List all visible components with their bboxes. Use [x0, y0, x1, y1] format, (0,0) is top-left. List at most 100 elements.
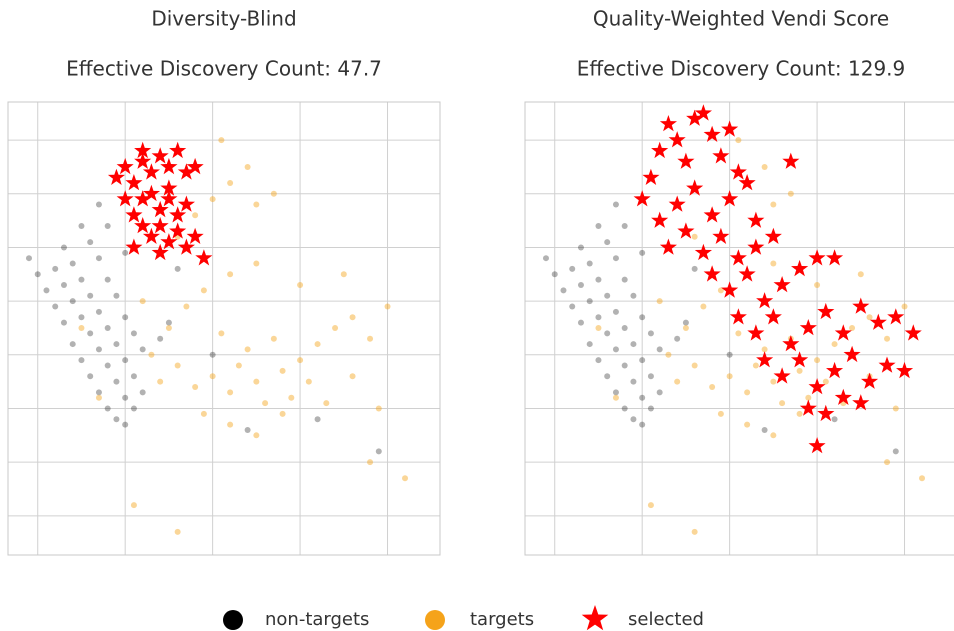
selected-point	[896, 361, 914, 379]
scatter-point	[744, 421, 751, 428]
scatter-point	[656, 346, 663, 353]
scatter-point	[375, 448, 382, 455]
selected-point	[686, 179, 704, 196]
scatter-point	[130, 330, 137, 337]
selected-point	[861, 372, 879, 389]
selected-point	[125, 174, 143, 191]
selected-point	[134, 152, 152, 169]
selected-point	[869, 313, 887, 330]
selected-point	[721, 120, 739, 137]
selected-point	[151, 147, 169, 164]
scatter-point	[122, 394, 129, 401]
scatter-point	[665, 351, 672, 358]
legend-marker	[581, 605, 609, 631]
selected-point	[756, 292, 774, 309]
selected-point	[852, 394, 870, 411]
scatter-point	[595, 324, 602, 331]
selected-point	[834, 388, 852, 405]
scatter-point	[227, 389, 234, 396]
selected-point	[160, 179, 178, 196]
scatter-point	[139, 389, 146, 396]
selected-point	[177, 195, 195, 212]
scatter-point	[122, 314, 129, 321]
selected-point	[677, 152, 695, 169]
scatter-point	[174, 362, 181, 369]
scatter-point	[95, 394, 102, 401]
selected-point	[668, 195, 686, 212]
selected-point	[721, 190, 739, 207]
scatter-point	[892, 405, 899, 412]
scatter-point	[849, 324, 856, 331]
scatter-point	[691, 265, 698, 272]
selected-point	[125, 206, 143, 223]
scatter-point	[262, 400, 269, 407]
selected-point	[773, 367, 791, 384]
scatter-point	[717, 410, 724, 417]
selected-point	[195, 249, 213, 266]
scatter-point	[253, 260, 260, 267]
selected-point	[729, 163, 747, 180]
selected-point	[808, 437, 826, 454]
selected-point	[116, 157, 134, 175]
selected-point	[142, 184, 160, 202]
selected-point	[852, 297, 870, 314]
selected-point	[160, 157, 178, 175]
selected-point	[808, 378, 826, 395]
selected-point	[703, 125, 721, 142]
scatter-point	[130, 373, 137, 380]
scatter-point	[78, 314, 85, 321]
scatter-point	[69, 341, 76, 348]
chart-subtitle: Effective Discovery Count: 129.9	[577, 57, 906, 81]
scatter-point	[639, 357, 646, 364]
selected-point	[177, 163, 195, 180]
selected-point	[738, 265, 756, 282]
selected-point	[694, 104, 712, 121]
chart-title: Diversity-Blind	[151, 7, 296, 31]
selected-point	[160, 190, 178, 207]
legend-label: selected	[628, 609, 704, 630]
scatter-point	[95, 308, 102, 315]
selected-point	[747, 238, 765, 255]
scatter-point	[569, 265, 576, 272]
scatter-point	[787, 190, 794, 197]
scatter-point	[192, 212, 199, 219]
scatter-point	[586, 260, 593, 267]
selected-point	[160, 233, 178, 250]
selected-point	[186, 157, 204, 175]
scatter-point	[647, 330, 654, 337]
selected-point	[747, 211, 765, 228]
scatter-point	[113, 341, 120, 348]
scatter-point	[200, 410, 207, 417]
scatter-point	[104, 405, 111, 412]
scatter-point	[857, 271, 864, 278]
scatter-point	[577, 319, 584, 326]
selected-point	[651, 141, 669, 159]
scatter-point	[279, 410, 286, 417]
scatter-point	[130, 405, 137, 412]
scatter-point	[384, 303, 391, 310]
scatter-point	[735, 330, 742, 337]
scatter-point	[761, 346, 768, 353]
selected-point	[843, 345, 861, 363]
scatter-point	[95, 255, 102, 262]
selected-point	[668, 131, 686, 148]
scatter-point	[340, 271, 347, 278]
scatter-point	[796, 367, 803, 374]
scatter-point	[253, 201, 260, 208]
scatter-point	[87, 330, 94, 337]
scatter-point	[604, 330, 611, 337]
scatter-point	[209, 351, 216, 358]
scatter-point	[209, 196, 216, 203]
scatter-point	[822, 378, 829, 385]
selected-point	[747, 324, 765, 341]
scatter-point	[314, 416, 321, 423]
scatter-point	[612, 201, 619, 208]
scatter-point	[796, 410, 803, 417]
selected-point	[808, 249, 826, 266]
selected-point	[834, 324, 852, 341]
scatter-point	[52, 265, 59, 272]
scatter-point	[367, 335, 374, 342]
selected-point	[826, 249, 844, 266]
selected-point	[659, 115, 677, 132]
